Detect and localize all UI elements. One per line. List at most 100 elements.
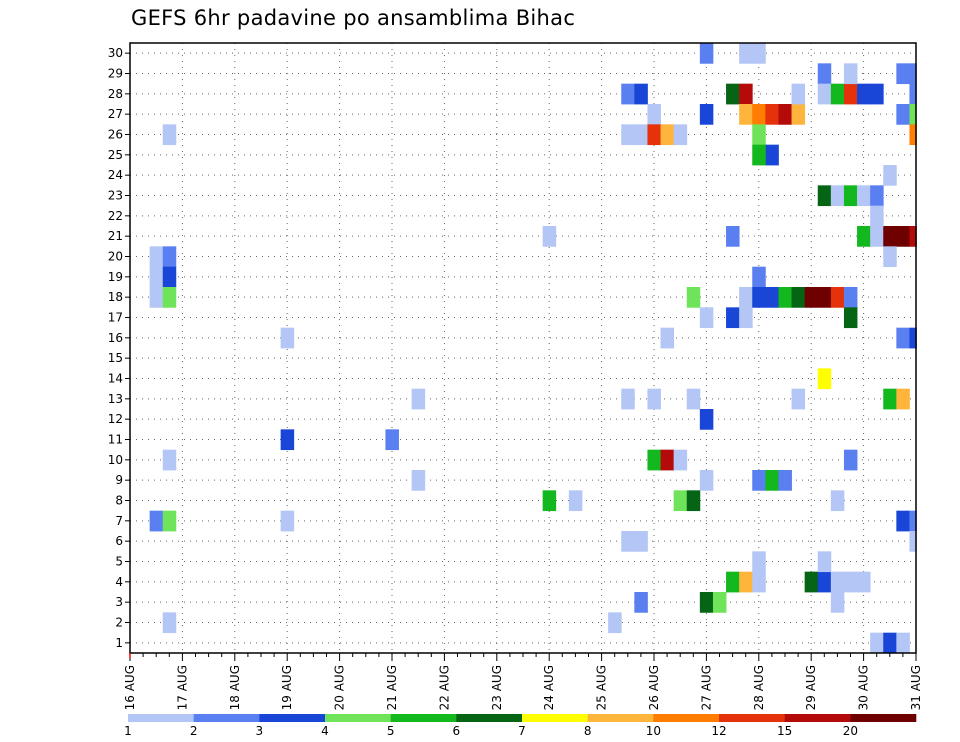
heatmap-cell: [896, 632, 910, 654]
heatmap-cell: [699, 592, 714, 613]
heatmap-cell: [830, 83, 845, 105]
colorbar-segment: [587, 714, 654, 722]
y-tick-label: 11: [108, 433, 123, 447]
heatmap-cell: [739, 43, 753, 64]
heatmap-cell: [686, 388, 701, 410]
heatmap-cell: [778, 104, 792, 125]
grid-lines: [130, 43, 916, 653]
heatmap-cell: [830, 571, 845, 593]
heatmap-cell: [843, 185, 858, 207]
heatmap-cell: [660, 327, 675, 349]
heatmap-cell: [857, 185, 871, 207]
y-tick-label: 13: [108, 392, 123, 406]
y-tick-label: 4: [115, 575, 123, 589]
heatmap-cell: [149, 246, 164, 268]
heatmap-cell: [647, 124, 661, 146]
heatmap-cell: [883, 165, 897, 186]
y-tick-label: 10: [108, 453, 123, 467]
y-tick-label: 21: [108, 229, 123, 243]
heatmap-cell: [817, 571, 832, 593]
heatmap-cell: [843, 307, 858, 329]
heatmap-cell: [896, 327, 910, 349]
y-tick-label: 30: [108, 46, 123, 60]
heatmap-cell: [765, 470, 779, 491]
y-tick-label: 9: [115, 473, 123, 487]
colorbar-label: 20: [843, 724, 858, 738]
heatmap-cell: [791, 83, 806, 105]
heatmap-cell: [660, 449, 675, 471]
heatmap-cell: [411, 388, 426, 410]
heatmap-cell: [843, 571, 858, 593]
x-tick-label: 30 AUG: [857, 665, 871, 710]
y-tick-label: 18: [108, 290, 123, 304]
heatmap-cell: [817, 368, 832, 390]
y-tick-label: 12: [108, 412, 123, 426]
y-tick-label: 1: [115, 636, 123, 650]
heatmap-cell: [817, 83, 832, 105]
heatmap-cell: [621, 388, 635, 410]
x-tick-label: 25 AUG: [595, 665, 609, 710]
x-tick-label: 28 AUG: [752, 665, 766, 710]
heatmap-cell: [752, 104, 766, 125]
heatmap-cell: [830, 287, 845, 308]
heatmap-cell: [162, 266, 177, 288]
heatmap-cell: [896, 510, 910, 532]
heatmap-cell: [883, 632, 897, 654]
heatmap-cell: [280, 510, 295, 532]
y-axis: 1234567891011121314151617181920212223242…: [108, 46, 130, 650]
heatmap-cell: [817, 63, 832, 85]
heatmap-cell: [726, 571, 740, 593]
heatmap-cell: [634, 531, 648, 552]
colorbar-segment: [850, 714, 917, 722]
heatmap-cell: [621, 83, 635, 105]
y-tick-label: 22: [108, 209, 123, 223]
heatmap-cell: [752, 266, 766, 288]
y-tick-label: 14: [108, 372, 123, 386]
heatmap-cell: [660, 124, 675, 146]
heatmap-cell: [673, 124, 688, 146]
x-tick-label: 20 AUG: [333, 665, 347, 710]
heatmap-cell: [673, 490, 688, 512]
colorbar-label: 12: [711, 724, 726, 738]
heatmap-cell: [778, 470, 792, 491]
colorbar-label: 2: [190, 724, 198, 738]
heatmap-cell: [804, 571, 819, 593]
x-tick-label: 17 AUG: [175, 665, 189, 710]
heatmap-cell: [647, 388, 661, 410]
heatmap-cell: [712, 592, 727, 613]
heatmap-cell: [699, 307, 714, 329]
colorbar-label: 8: [584, 724, 592, 738]
heatmap-cell: [765, 104, 779, 125]
heatmap-cell: [699, 409, 714, 430]
heatmap-cell: [791, 104, 806, 125]
heatmap-cell: [883, 246, 897, 268]
heatmap-cell: [896, 226, 910, 247]
heatmap-cell: [647, 104, 661, 125]
heatmap-cell: [726, 307, 740, 329]
colorbar-segment: [193, 714, 260, 722]
y-tick-label: 25: [108, 148, 123, 162]
heatmap-cell: [752, 287, 766, 308]
heatmap-cell: [870, 205, 884, 227]
heatmap-cell: [817, 287, 832, 308]
heatmap-cell: [843, 449, 858, 471]
heatmap-cell: [870, 83, 884, 105]
x-tick-label: 22 AUG: [437, 665, 451, 710]
heatmap-cell: [870, 632, 884, 654]
heatmap-cell: [280, 429, 295, 451]
heatmap-cell: [765, 144, 779, 166]
colorbar-label: 5: [387, 724, 395, 738]
heatmap-cell: [542, 226, 557, 247]
x-tick-label: 16 AUG: [123, 665, 137, 710]
heatmap-cell: [857, 226, 871, 247]
heatmap-cell: [699, 104, 714, 125]
y-tick-label: 20: [108, 250, 123, 264]
y-tick-label: 2: [115, 616, 123, 630]
heatmap-cell: [686, 490, 701, 512]
y-tick-label: 24: [108, 168, 123, 182]
x-tick-label: 23 AUG: [490, 665, 504, 710]
heatmap-cell: [621, 124, 635, 146]
x-tick-label: 21 AUG: [385, 665, 399, 710]
heatmap-cell: [752, 470, 766, 491]
y-tick-label: 5: [115, 555, 123, 569]
